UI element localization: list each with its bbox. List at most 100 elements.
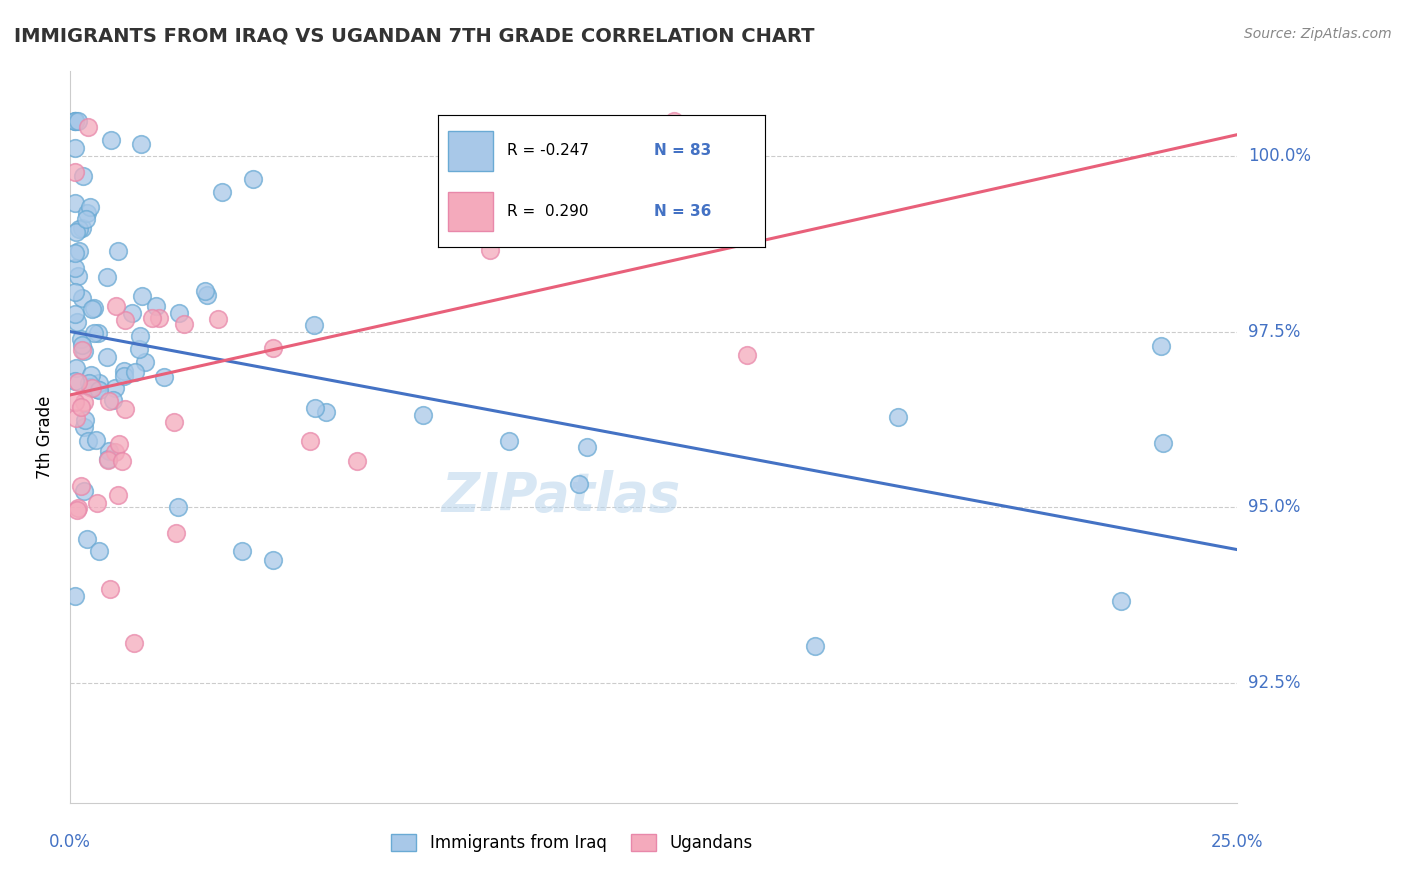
Point: [114, 402, 136, 417]
Point: [97, 393, 120, 408]
Point: [207, 312, 229, 326]
Point: [73, 419, 96, 434]
Point: [134, 355, 156, 369]
Point: [124, 365, 146, 379]
Point: [75, 212, 97, 227]
Point: [79, 200, 101, 214]
Point: [63, 196, 86, 211]
Point: [129, 136, 152, 151]
Point: [84, 434, 107, 448]
Point: [128, 342, 150, 356]
Point: [67, 244, 90, 258]
Point: [167, 306, 190, 320]
Point: [165, 526, 187, 541]
Point: [63, 164, 86, 178]
Point: [664, 113, 686, 128]
Point: [242, 171, 264, 186]
Point: [76, 434, 98, 448]
Point: [65, 411, 87, 425]
Point: [105, 299, 128, 313]
Point: [73, 395, 96, 409]
Point: [107, 488, 129, 502]
Point: [79, 368, 101, 383]
Point: [72, 338, 94, 352]
Point: [83, 326, 105, 341]
Point: [97, 452, 120, 467]
Point: [69, 479, 91, 493]
Point: [63, 395, 86, 409]
Point: [576, 441, 599, 455]
Point: [1150, 338, 1173, 352]
Point: [70, 400, 93, 414]
Point: [89, 376, 111, 390]
Point: [76, 532, 98, 546]
Point: [152, 370, 174, 384]
Point: [107, 244, 129, 258]
Point: [148, 311, 170, 326]
Point: [63, 285, 86, 299]
Point: [100, 133, 122, 147]
Point: [197, 288, 219, 302]
Point: [89, 383, 111, 397]
Point: [80, 381, 103, 395]
Point: [302, 318, 325, 332]
Point: [479, 243, 502, 257]
Text: 25.0%: 25.0%: [1211, 833, 1264, 851]
Point: [131, 289, 153, 303]
Point: [67, 376, 90, 390]
Point: [63, 375, 86, 389]
Point: [111, 453, 134, 467]
Point: [97, 443, 120, 458]
Point: [194, 284, 217, 298]
Text: 100.0%: 100.0%: [1249, 147, 1312, 165]
Text: 92.5%: 92.5%: [1249, 674, 1301, 692]
Text: Source: ZipAtlas.com: Source: ZipAtlas.com: [1244, 27, 1392, 41]
Point: [67, 222, 90, 236]
Point: [66, 315, 89, 329]
Legend: Immigrants from Iraq, Ugandans: Immigrants from Iraq, Ugandans: [382, 825, 761, 860]
Point: [86, 383, 108, 397]
Y-axis label: 7th Grade: 7th Grade: [35, 395, 53, 479]
Point: [70, 291, 93, 305]
Point: [231, 544, 253, 558]
Point: [129, 329, 152, 343]
Point: [346, 454, 368, 468]
Point: [70, 343, 93, 358]
Point: [887, 409, 910, 424]
Point: [262, 553, 284, 567]
Point: [87, 544, 110, 558]
Point: [1152, 435, 1174, 450]
Text: 97.5%: 97.5%: [1249, 323, 1301, 341]
Point: [145, 299, 167, 313]
Point: [82, 301, 104, 316]
Point: [65, 225, 87, 239]
Point: [124, 636, 146, 650]
Point: [262, 341, 284, 355]
Point: [66, 501, 89, 516]
Point: [804, 640, 827, 654]
Point: [77, 376, 100, 390]
Point: [114, 369, 136, 384]
Point: [70, 332, 93, 346]
Point: [72, 483, 94, 498]
Point: [304, 401, 326, 416]
Point: [63, 141, 86, 155]
Point: [1109, 593, 1132, 607]
Point: [66, 268, 89, 283]
Point: [63, 113, 86, 128]
Point: [141, 310, 163, 325]
Point: [96, 270, 118, 285]
Point: [173, 317, 195, 331]
Point: [63, 113, 86, 128]
Point: [412, 408, 434, 422]
Point: [104, 381, 127, 395]
Point: [63, 260, 86, 275]
Point: [72, 221, 94, 235]
Point: [87, 326, 110, 340]
Point: [568, 477, 591, 491]
Point: [96, 350, 118, 364]
Point: [83, 301, 105, 316]
Text: 95.0%: 95.0%: [1249, 499, 1301, 516]
Point: [104, 445, 127, 459]
Text: 0.0%: 0.0%: [49, 833, 91, 851]
